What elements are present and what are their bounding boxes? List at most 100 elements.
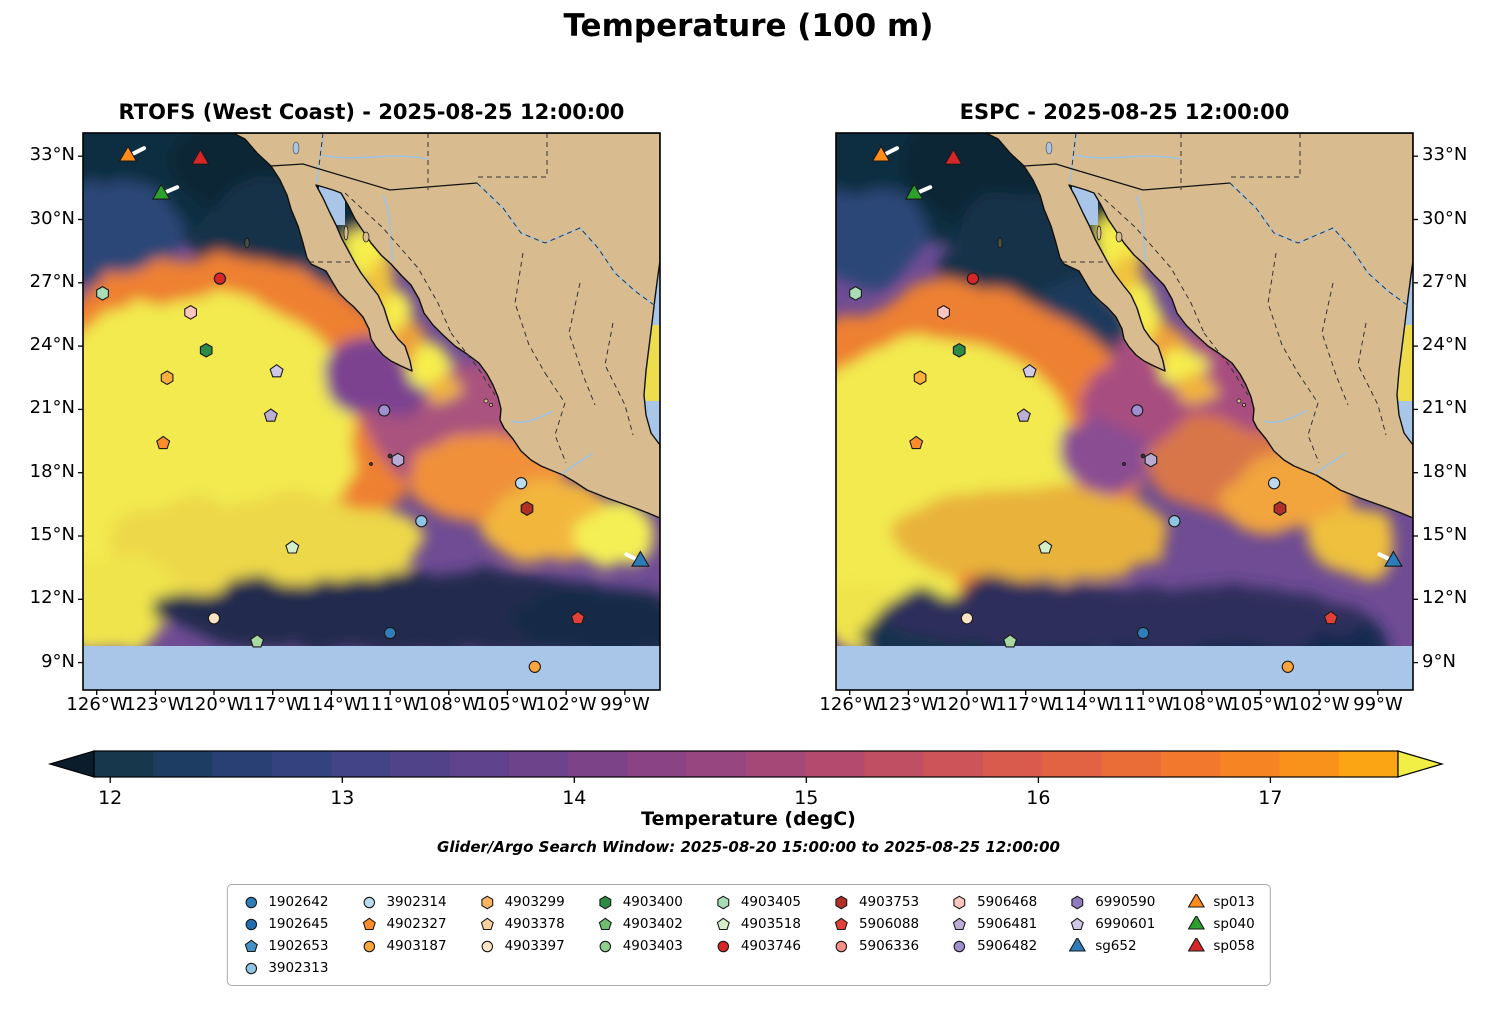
y-tick-label: 15°N xyxy=(1422,524,1468,545)
island xyxy=(244,237,250,249)
marker-6990590 xyxy=(391,452,405,468)
marker-3902314 xyxy=(514,477,528,490)
circle-marker-icon xyxy=(481,940,493,952)
admin-border-dashed xyxy=(318,133,324,167)
legend-item-sg652: sg652 xyxy=(1069,936,1155,956)
marker-4903405 xyxy=(96,285,109,301)
figure-title: Temperature (100 m) xyxy=(563,8,934,44)
legend-label: 4903397 xyxy=(504,938,565,954)
legend-item-4903299: 4903299 xyxy=(479,892,565,912)
colorbar-svg: 12 13 14 15 16 17 xyxy=(47,750,1445,809)
legend-marker-4903403 xyxy=(599,940,611,952)
glider-track-sp013 xyxy=(131,146,146,156)
marker-6990601 xyxy=(1022,364,1037,378)
marker-sp058 xyxy=(190,148,210,165)
legend: 1902642 1902645 1902653 3902313 3902314 49023… xyxy=(226,884,1271,986)
marker-4902327 xyxy=(156,435,171,450)
marker-4903187 xyxy=(1281,660,1294,673)
circle-marker-icon xyxy=(953,940,966,952)
triangle-marker-icon xyxy=(1187,893,1205,908)
legend-item-sp013: sp013 xyxy=(1187,892,1255,912)
legend-marker-4903753 xyxy=(835,895,848,909)
x-tick-label: 99°W xyxy=(1353,694,1403,715)
legend-item-4903402: 4903402 xyxy=(597,914,683,934)
triangle-marker-icon xyxy=(1069,937,1087,952)
legend-column: 4903405 4903518 4903746 xyxy=(715,892,801,956)
marker-4903402 xyxy=(250,634,265,648)
marker-4903397 xyxy=(960,612,974,625)
legend-item-4903378: 4903378 xyxy=(479,914,565,934)
glider-track-sp013 xyxy=(884,146,899,156)
colorbar-tick-label: 12 xyxy=(98,787,122,809)
legend-label: 1902645 xyxy=(268,916,329,932)
x-tick-label: 120°W xyxy=(936,694,998,715)
legend-column: 3902314 4902327 4903187 xyxy=(360,892,447,956)
circle-marker-icon xyxy=(599,940,611,952)
island xyxy=(362,231,370,243)
land-mexico-us xyxy=(985,133,1413,519)
legend-item-4903397: 4903397 xyxy=(479,936,565,956)
circle-marker-icon xyxy=(835,940,848,952)
panel-title-espc: ESPC - 2025-08-25 12:00:00 xyxy=(959,100,1290,124)
legend-label: 5906482 xyxy=(977,938,1038,954)
legend-label: 4903299 xyxy=(504,894,565,910)
glider-track-sp040 xyxy=(164,185,180,194)
legend-marker-4903397 xyxy=(481,940,493,952)
y-tick-label: 15°N xyxy=(29,524,75,545)
colorbar-tick-label: 13 xyxy=(330,787,354,809)
legend-column: 4903400 4903402 4903403 xyxy=(597,892,683,956)
legend-label: 5906088 xyxy=(858,916,920,932)
marker-1902642 xyxy=(383,626,397,640)
legend-item-5906482: 5906482 xyxy=(951,936,1037,956)
legend-item-4903405: 4903405 xyxy=(715,892,801,912)
glider-track-sg652 xyxy=(624,552,638,561)
circle-marker-icon xyxy=(245,962,257,974)
pentagon-marker-icon xyxy=(953,917,967,930)
legend-label: 4902327 xyxy=(386,916,447,932)
admin-border-dashed xyxy=(1267,252,1299,374)
x-tick-label: 117°W xyxy=(242,694,304,715)
legend-label: 4903405 xyxy=(740,894,801,910)
admin-border-dashed xyxy=(450,332,496,396)
island xyxy=(1242,403,1246,407)
glider-track-sp040 xyxy=(917,185,933,194)
marker-4903753 xyxy=(1273,501,1287,516)
marker-5906468 xyxy=(184,304,197,320)
hexagon-marker-icon xyxy=(1071,895,1084,909)
marker-sp058 xyxy=(943,148,963,165)
marker-5906481 xyxy=(1016,408,1031,422)
x-tick-label: 114°W xyxy=(300,694,362,715)
marker-5906468 xyxy=(937,304,950,320)
legend-marker-4903746 xyxy=(717,940,730,952)
admin-border-dashed xyxy=(1203,332,1249,396)
y-tick-label: 24°N xyxy=(1422,334,1468,355)
y-tick-label: 12°N xyxy=(29,587,75,608)
legend-marker-5906481 xyxy=(953,917,967,930)
triangle-marker-icon xyxy=(1187,937,1205,952)
legend-column: 4903299 4903378 4903397 xyxy=(479,892,565,956)
marker-4903753 xyxy=(520,501,534,516)
glider-track-sg652 xyxy=(1377,552,1391,561)
hexagon-marker-icon xyxy=(835,895,848,909)
circle-marker-icon xyxy=(363,940,375,952)
admin-border-dashed xyxy=(568,282,596,406)
x-tick-label: 99°W xyxy=(600,694,650,715)
legend-item-5906088: 5906088 xyxy=(833,914,919,934)
hexagon-marker-icon xyxy=(953,895,966,909)
river xyxy=(1075,154,1182,160)
legend-item-4903746: 4903746 xyxy=(715,936,801,956)
marker-4903299 xyxy=(160,370,174,386)
admin-border-dashed xyxy=(604,322,634,436)
marker-6990590 xyxy=(1144,452,1158,468)
y-tick-label: 9°N xyxy=(41,651,75,672)
island xyxy=(387,453,393,459)
marker-4903518 xyxy=(1038,540,1053,554)
legend-item-5906468: 5906468 xyxy=(951,892,1037,912)
colorbar-tick-label: 14 xyxy=(562,787,586,809)
x-tick-label: 126°W xyxy=(66,694,128,715)
x-tick-label: 126°W xyxy=(819,694,881,715)
legend-marker-4903518 xyxy=(716,917,730,930)
land-mexico-us xyxy=(232,133,660,519)
circle-marker-icon xyxy=(245,896,257,908)
admin-border-dashed xyxy=(1230,133,1301,178)
